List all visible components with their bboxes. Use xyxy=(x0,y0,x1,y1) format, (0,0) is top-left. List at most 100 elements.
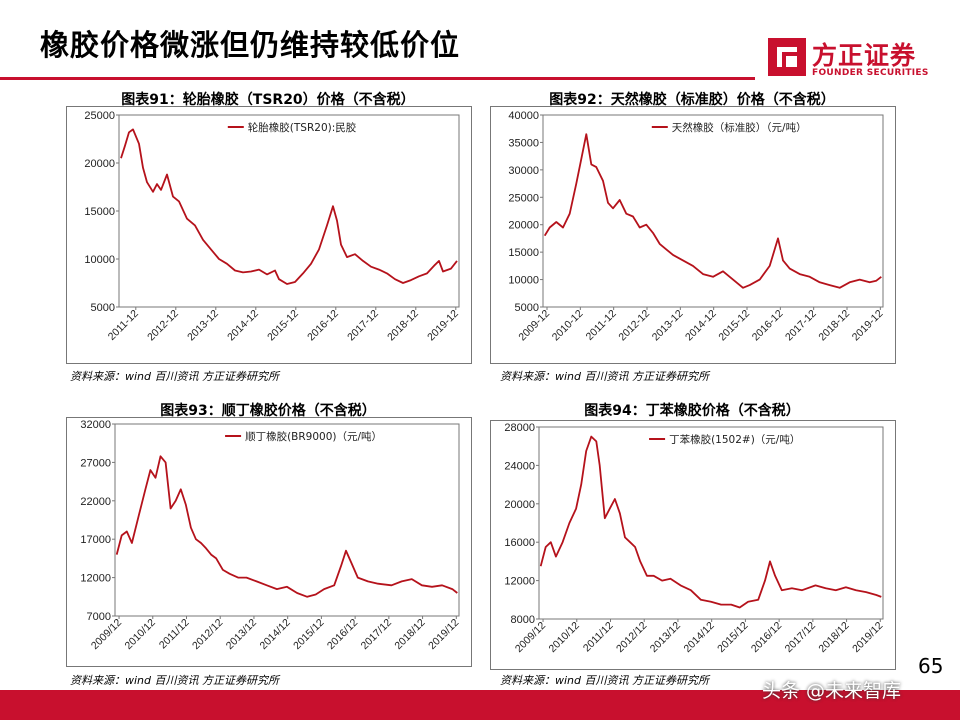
chart-93-xtick-label: 2011/12 xyxy=(157,617,192,652)
chart-92-xtick-label: 2016-12 xyxy=(750,308,786,344)
chart-92-xtick-label: 2015-12 xyxy=(716,308,752,344)
chart-94-xtick-label: 2015/12 xyxy=(715,620,750,655)
chart-91-source: 资料来源：wind 百川资讯 方正证券研究所 xyxy=(70,370,279,383)
chart-92-ytick-label: 5000 xyxy=(515,302,539,314)
chart-92-plot-area xyxy=(542,114,884,308)
footer-bar xyxy=(0,690,960,720)
chart-94-plot-area xyxy=(538,426,884,620)
watermark: 头条 @未来智库 xyxy=(762,680,902,702)
chart-92-ytick-label: 35000 xyxy=(508,137,539,149)
chart-94-ytick-label: 12000 xyxy=(504,576,535,588)
chart-93-xtick-label: 2015/12 xyxy=(291,617,326,652)
chart-94-legend-label: 丁苯橡胶(1502#)（元/吨） xyxy=(669,433,800,446)
chart-91-xtick-label: 2012-12 xyxy=(145,308,181,344)
chart-94-xtick-label: 2019/12 xyxy=(850,620,885,655)
chart-94-xtick-label: 2018/12 xyxy=(816,620,851,655)
chart-92-svg: 40000 35000 30000 25000 20000 15000 10000 5000 2… xyxy=(508,110,886,344)
chart-92-ytick-label: 30000 xyxy=(508,165,539,177)
chart-94-xtick-label: 2017/12 xyxy=(783,620,818,655)
chart-91-xtick-label: 2015-12 xyxy=(265,308,301,344)
chart-91-ytick-label: 5000 xyxy=(91,302,115,314)
chart-91-xtick-label: 2016-12 xyxy=(305,308,341,344)
chart-92-ytick-label: 15000 xyxy=(508,247,539,259)
chart-93-ytick-label: 22000 xyxy=(80,496,111,508)
chart-94-xtick-label: 2016/12 xyxy=(749,620,784,655)
chart-92-ytick-label: 10000 xyxy=(508,275,539,287)
chart-94-source: 资料来源：wind 百川资讯 方正证券研究所 xyxy=(500,674,709,687)
chart-94-ytick-label: 8000 xyxy=(511,614,535,626)
chart-93-xtick-label: 2012/12 xyxy=(190,617,225,652)
chart-93-xtick-label: 2019/12 xyxy=(426,617,461,652)
chart-93-xtick-label: 2010/12 xyxy=(123,617,158,652)
chart-92-xtick-label: 2012-12 xyxy=(616,308,652,344)
chart-93-source: 资料来源：wind 百川资讯 方正证券研究所 xyxy=(70,674,279,687)
chart-92-series-line xyxy=(543,133,882,289)
chart-91-xtick-label: 2013-12 xyxy=(185,308,221,344)
chart-91-ytick-label: 25000 xyxy=(84,110,115,122)
chart-94-ytick-label: 16000 xyxy=(504,537,535,549)
founder-logo-icon xyxy=(768,38,806,76)
chart-92-legend-label: 天然橡胶（标准胶）（元/吨） xyxy=(672,121,807,134)
title-divider xyxy=(0,77,755,80)
chart-91-frame: 25000 20000 15000 10000 5000 2011-12 2012-12 20… xyxy=(66,106,472,364)
chart-92-xtick-label: 2017-12 xyxy=(783,308,819,344)
chart-93-legend-label: 顺丁橡胶(BR9000)（元/吨） xyxy=(245,430,382,443)
chart-91-xtick-label: 2014-12 xyxy=(225,308,261,344)
chart-93-xtick-label: 2013/12 xyxy=(224,617,259,652)
chart-91-ytick-label: 15000 xyxy=(84,206,115,218)
chart-94-series-line xyxy=(539,435,882,609)
chart-93-frame: 32000 27000 22000 17000 12000 7000 2009/12 2010… xyxy=(66,417,472,667)
logo-name-en: FOUNDER SECURITIES xyxy=(812,68,929,78)
chart-92-frame: 40000 35000 30000 25000 20000 15000 10000 5000 2… xyxy=(490,106,896,364)
chart-93-ytick-label: 12000 xyxy=(80,573,111,585)
chart-94-xtick-label: 2014/12 xyxy=(681,620,716,655)
chart-91-xtick-label: 2019-12 xyxy=(425,308,461,344)
chart-92-xtick-label: 2019-12 xyxy=(850,308,886,344)
chart-91-plot-area xyxy=(118,114,460,308)
chart-93-svg: 320002700022000170001200070002009/122010… xyxy=(80,419,461,652)
chart-94-ytick-label: 24000 xyxy=(504,460,535,472)
chart-92-ytick-label: 20000 xyxy=(508,220,539,232)
chart-94-xtick-label: 2013/12 xyxy=(648,620,683,655)
chart-93-xtick-label: 2014/12 xyxy=(257,617,292,652)
chart-92-xtick-label: 2011-12 xyxy=(584,308,619,343)
logo-name-cn: 方正证券 xyxy=(812,41,917,70)
company-logo: 方正证券 FOUNDER SECURITIES xyxy=(768,36,938,82)
chart-93-ytick-label: 27000 xyxy=(80,457,111,469)
chart-94-ytick-label: 20000 xyxy=(504,499,535,511)
chart-91-xtick-label: 2018-12 xyxy=(385,308,421,344)
chart-91-xtick-label: 2017-12 xyxy=(345,308,381,344)
chart-92-xtick-label: 2018-12 xyxy=(816,308,852,344)
chart-93-ytick-label: 17000 xyxy=(80,534,111,546)
chart-92-title: 图表92：天然橡胶（标准胶）价格（不含税） xyxy=(549,92,835,108)
chart-94-xtick-label: 2012/12 xyxy=(614,620,649,655)
chart-93-plot-area xyxy=(114,423,460,617)
chart-91-ytick-label: 10000 xyxy=(84,254,115,266)
chart-91-series-line xyxy=(120,128,458,285)
chart-92-source: 资料来源：wind 百川资讯 方正证券研究所 xyxy=(500,370,709,383)
chart-94-xtick-label: 2011/12 xyxy=(581,620,616,655)
chart-94-ytick-label: 28000 xyxy=(504,422,535,434)
chart-92-xtick-label: 2014-12 xyxy=(683,308,719,344)
chart-93-series-line xyxy=(115,455,458,598)
chart-93-ytick-label: 32000 xyxy=(80,419,111,431)
chart-93-xtick-label: 2016/12 xyxy=(325,617,360,652)
chart-91-title: 图表91：轮胎橡胶（TSR20）价格（不含税） xyxy=(121,92,415,108)
chart-93-xtick-label: 2018/12 xyxy=(392,617,427,652)
chart-94-svg: 280002400020000160001200080002009/122010… xyxy=(504,422,885,655)
chart-91-ytick-label: 20000 xyxy=(84,158,115,170)
chart-92-ytick-label: 40000 xyxy=(508,110,539,122)
chart-93-title: 图表93：顺丁橡胶价格（不含税） xyxy=(160,403,376,419)
chart-93-xtick-label: 2017/12 xyxy=(359,617,394,652)
page-number: 65 xyxy=(918,654,944,678)
chart-93-ytick-label: 7000 xyxy=(87,611,111,623)
chart-94-xtick-label: 2010/12 xyxy=(547,620,582,655)
chart-92-ytick-label: 25000 xyxy=(508,192,539,204)
chart-94-title: 图表94：丁苯橡胶价格（不含税） xyxy=(584,403,800,419)
chart-92-xtick-label: 2013-12 xyxy=(650,308,686,344)
page-title: 橡胶价格微涨但仍维持较低价位 xyxy=(40,28,461,62)
chart-94-frame: 28000 24000 20000 16000 12000 8000 2009/12 2010… xyxy=(490,420,896,670)
chart-92-xtick-label: 2010-12 xyxy=(550,308,586,344)
chart-91-legend-label: 轮胎橡胶(TSR20):民胶 xyxy=(248,121,357,134)
